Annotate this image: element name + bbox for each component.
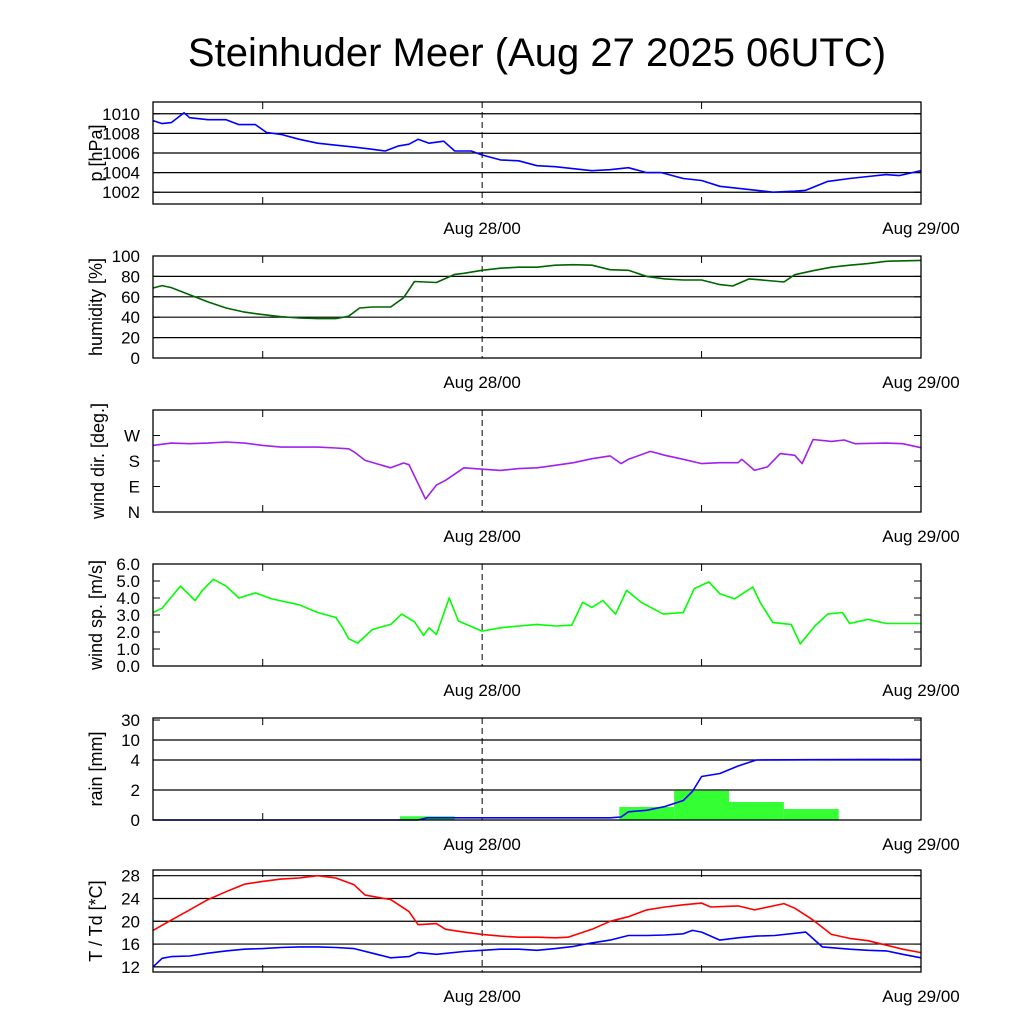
- wind_speed-ytick-label: 1.0: [116, 640, 140, 659]
- rain-bar: [729, 802, 784, 820]
- humidity-axis-label: humidity [%]: [86, 258, 106, 356]
- rain-series-accumulated-precipitation: [153, 758, 922, 821]
- wind_speed-ytick-label: 3.0: [116, 606, 140, 625]
- temperature-frame: [152, 869, 922, 973]
- rain-frame: [152, 717, 922, 821]
- x-tick-label: Aug 29/00: [882, 373, 960, 392]
- temperature-axis-label: T / Td [*C]: [86, 880, 106, 961]
- wind_speed-ytick-label: 6.0: [116, 555, 140, 574]
- x-tick-label: Aug 28/00: [443, 219, 521, 238]
- x-tick-label: Aug 28/00: [443, 835, 521, 854]
- wind_dir-ytick-label: S: [129, 452, 140, 471]
- wind_dir-axis-label: wind dir. [deg.]: [88, 403, 108, 520]
- temperature-ytick-label: 20: [121, 912, 140, 931]
- x-tick-label: Aug 29/00: [882, 527, 960, 546]
- wind_dir-ytick-label: N: [128, 503, 140, 522]
- humidity-ytick-label: 0: [131, 349, 140, 368]
- rain-bar: [619, 806, 675, 820]
- x-tick-label: Aug 28/00: [443, 987, 521, 1006]
- wind_speed-ytick-label: 4.0: [116, 589, 140, 608]
- temperature-series-t: [152, 874, 922, 954]
- rain-ytick-label: 0: [131, 811, 140, 830]
- rain-bar: [674, 790, 729, 820]
- rain-ytick-label: 2: [131, 781, 140, 800]
- rain-ytick-label: 4: [131, 751, 140, 770]
- temperature-ytick-label: 24: [121, 889, 140, 908]
- pressure-ytick-label: 1002: [102, 183, 140, 202]
- temperature-series-td: [152, 929, 922, 968]
- pressure-ytick-label: 1006: [102, 144, 140, 163]
- temperature-ytick-label: 28: [121, 867, 140, 886]
- humidity-ytick-label: 40: [121, 308, 140, 327]
- wind_speed-ytick-label: 5.0: [116, 572, 140, 591]
- temperature-ytick-label: 12: [121, 958, 140, 977]
- wind_speed-series-wind-speed: [152, 578, 921, 645]
- temperature-ytick-label: 16: [121, 935, 140, 954]
- wind_speed-ytick-label: 2.0: [116, 623, 140, 642]
- pressure-series-pressure: [152, 112, 922, 193]
- x-tick-label: Aug 29/00: [882, 835, 960, 854]
- rain-axis-label: rain [mm]: [86, 731, 106, 806]
- pressure-ytick-label: 1004: [102, 164, 140, 183]
- rain-ytick-label: 30: [121, 711, 140, 730]
- wind_speed-axis-label: wind sp. [m/s]: [86, 560, 106, 671]
- wind_speed-frame: [152, 563, 922, 667]
- x-tick-label: Aug 29/00: [882, 219, 960, 238]
- humidity-frame: [152, 255, 922, 359]
- x-tick-label: Aug 29/00: [882, 681, 960, 700]
- wind_dir-ytick-label: E: [129, 478, 140, 497]
- x-tick-label: Aug 29/00: [882, 987, 960, 1006]
- pressure-axis-label: p [hPa]: [86, 124, 106, 181]
- rain-ytick-label: 10: [121, 731, 140, 750]
- x-tick-label: Aug 28/00: [443, 527, 521, 546]
- pressure-frame: [152, 101, 922, 205]
- humidity-series-humidity: [152, 259, 922, 320]
- pressure-ytick-label: 1008: [102, 124, 140, 143]
- chart-title: Steinhuder Meer (Aug 27 2025 06UTC): [188, 31, 886, 75]
- wind_speed-ytick-label: 0.0: [116, 657, 140, 676]
- wind_dir-series-wind-direction: [152, 438, 922, 500]
- humidity-ytick-label: 60: [121, 288, 140, 307]
- pressure-ytick-label: 1010: [102, 105, 140, 124]
- humidity-ytick-label: 100: [112, 247, 140, 266]
- wind_dir-frame: [152, 409, 922, 513]
- wind_dir-ytick-label: W: [124, 427, 140, 446]
- rain-bar: [783, 809, 839, 820]
- humidity-ytick-label: 80: [121, 267, 140, 286]
- humidity-ytick-label: 20: [121, 329, 140, 348]
- x-tick-label: Aug 28/00: [443, 681, 521, 700]
- x-tick-label: Aug 28/00: [443, 373, 521, 392]
